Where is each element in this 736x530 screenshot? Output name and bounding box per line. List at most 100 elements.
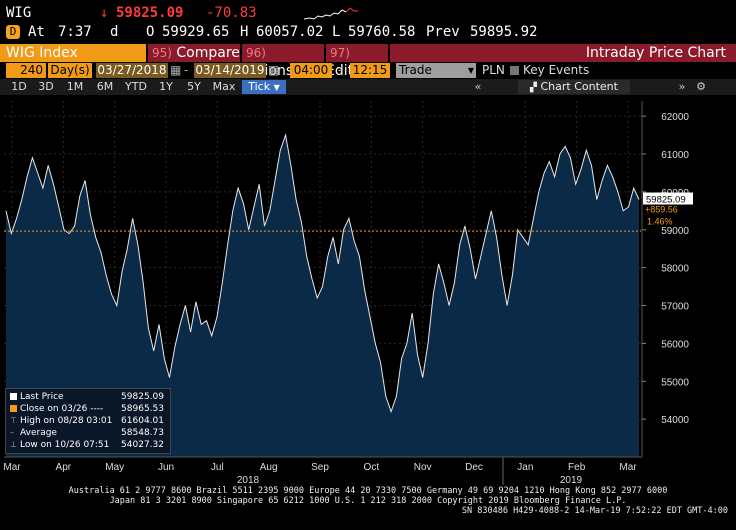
- key-events-checkbox[interactable]: [510, 66, 519, 75]
- legend-row-last: Last Price 59825.09: [10, 392, 166, 403]
- price-line: [5, 133, 640, 414]
- end-time-field[interactable]: 12:15: [350, 63, 390, 78]
- time-suffix: d: [110, 24, 119, 40]
- actions-menu[interactable]: 96) Actions▼: [242, 44, 324, 79]
- legend-label: High on 08/28 03:01: [20, 416, 113, 426]
- tick-select[interactable]: Tick ▼: [242, 80, 286, 94]
- chart-legend: Last Price 59825.09 Close on 03/26 ---- 58…: [5, 388, 171, 454]
- change-label: +859.56: [645, 205, 678, 215]
- legend-value: 61604.01: [121, 416, 164, 426]
- chart-content-label: Chart Content: [540, 80, 618, 93]
- x-tick-label: Apr: [56, 462, 72, 473]
- average-marker-icon: –: [10, 428, 14, 437]
- price-chart[interactable]: 5400055000560005700058000590006000061000…: [0, 95, 736, 486]
- chart-name: Intraday Price Chart: [390, 44, 736, 62]
- range-5y-button[interactable]: 5Y: [187, 80, 201, 93]
- chevron-down-icon: ▼: [273, 83, 280, 92]
- collapse-right-icon[interactable]: »: [678, 80, 686, 93]
- last-price-tag-label: 59825.09: [646, 195, 686, 206]
- range-3d-button[interactable]: 3D: [38, 80, 54, 93]
- year-label-2018: 2018: [237, 475, 260, 486]
- range-1m-button[interactable]: 1M: [66, 80, 84, 93]
- bar-count-field[interactable]: 240: [6, 63, 46, 78]
- legend-row-high: ⊤ High on 08/28 03:01 61604.01: [10, 416, 166, 427]
- settings-gear-icon[interactable]: ⚙: [696, 80, 706, 93]
- open-value: 59929.65: [162, 24, 230, 40]
- quote-header: WIG ↓ 59825.09 -70.83 D At 7:37 d O 5992…: [0, 0, 736, 44]
- x-tick-label: Feb: [568, 462, 586, 473]
- y-tick-label: 62000: [661, 112, 689, 123]
- range-max-button[interactable]: Max: [212, 80, 236, 93]
- edit-num: 97): [330, 46, 350, 60]
- y-tick-label: 55000: [661, 377, 689, 388]
- start-time-field[interactable]: 04:00: [290, 63, 332, 78]
- legend-swatch: [10, 405, 17, 412]
- y-tick-label: 54000: [661, 415, 689, 426]
- last-price-value: 59825.09: [116, 5, 184, 21]
- legend-swatch: [10, 393, 17, 400]
- x-tick-label: Nov: [414, 462, 432, 473]
- calendar-icon[interactable]: ▦: [170, 63, 182, 77]
- y-tick-label: 59000: [661, 226, 689, 237]
- range-1d-button[interactable]: 1D: [11, 80, 27, 93]
- period-select[interactable]: Day(s): [48, 63, 92, 78]
- price-area: [6, 135, 639, 457]
- high-label: H: [240, 24, 249, 40]
- x-tick-label: Sep: [311, 462, 329, 473]
- legend-row-low: ⊥ Low on 10/26 07:51 54027.32: [10, 440, 166, 451]
- title-bar: WIG Index 95) Compare 96) Actions▼ 97) E…: [0, 44, 736, 79]
- time-separator: -: [338, 63, 343, 77]
- last-price-tag: [643, 192, 693, 205]
- x-tick-label: Oct: [364, 462, 380, 473]
- range-1y-button[interactable]: 1Y: [159, 80, 173, 93]
- y-tick-label: 56000: [661, 339, 689, 350]
- field-select[interactable]: Trade ▼: [396, 63, 476, 78]
- legend-row-close: Close on 03/26 ---- 58965.53: [10, 404, 166, 415]
- exchange-flag-icon: D: [6, 25, 20, 39]
- footer-line-2: Japan 81 3 3201 8900 Singapore 65 6212 1…: [109, 496, 627, 506]
- legend-row-average: – Average 58548.73: [10, 428, 166, 439]
- legend-label: Low on 10/26 07:51: [20, 440, 110, 450]
- x-tick-label: Mar: [619, 462, 637, 473]
- calendar-icon[interactable]: ▦: [268, 63, 280, 77]
- legend-label: Average: [20, 428, 57, 438]
- footer: Australia 61 2 9777 8600 Brazil 5511 239…: [0, 486, 736, 530]
- sparkline-chart: [304, 7, 358, 20]
- collapse-left-icon[interactable]: «: [474, 80, 482, 93]
- x-tick-label: Mar: [3, 462, 21, 473]
- low-label: L: [332, 24, 341, 40]
- chart-content-icon: ▞: [530, 83, 537, 93]
- low-value: 59760.58: [348, 24, 416, 40]
- chart-content-button[interactable]: ▞ Chart Content: [518, 80, 630, 94]
- net-change-value: -70.83: [206, 5, 257, 21]
- legend-label: Last Price: [20, 392, 64, 402]
- high-value: 60057.02: [256, 24, 324, 40]
- year-label-2019: 2019: [560, 475, 583, 486]
- range-6m-button[interactable]: 6M: [96, 80, 114, 93]
- quote-time: 7:37: [58, 24, 92, 40]
- range-ytd-button[interactable]: YTD: [125, 80, 147, 93]
- security-name[interactable]: WIG Index: [0, 44, 146, 62]
- open-label: O: [146, 24, 155, 40]
- start-date-field[interactable]: 03/27/2018: [96, 63, 168, 78]
- legend-value: 59825.09: [121, 392, 164, 402]
- key-events-label: Key Events: [523, 63, 590, 77]
- compare-label: Compare: [176, 45, 240, 61]
- compare-menu[interactable]: 95) Compare: [148, 44, 240, 62]
- currency-label[interactable]: PLN: [482, 63, 505, 77]
- end-date-field[interactable]: 03/14/2019: [194, 63, 266, 78]
- x-tick-label: Dec: [465, 462, 483, 473]
- down-arrow-icon: ↓: [100, 5, 109, 21]
- edit-label: Edit: [326, 63, 354, 79]
- compare-num: 95): [152, 46, 172, 60]
- high-marker-icon: ⊤: [10, 416, 17, 425]
- field-value: Trade: [399, 63, 432, 77]
- edit-menu[interactable]: 97) Edit▼: [326, 44, 388, 79]
- params-bar: 240 Day(s) 03/27/2018 ▦ - 03/14/2019 ▦ 0…: [0, 62, 736, 79]
- y-tick-label: 61000: [661, 150, 689, 161]
- x-tick-label: Jul: [211, 462, 224, 473]
- footer-line-1: Australia 61 2 9777 8600 Brazil 5511 239…: [68, 486, 668, 496]
- actions-num: 96): [246, 46, 266, 60]
- legend-value: 54027.32: [121, 440, 164, 450]
- toolbar: 1D 3D 1M 6M YTD 1Y 5Y Max Tick ▼ « ▞ Cha…: [0, 79, 736, 95]
